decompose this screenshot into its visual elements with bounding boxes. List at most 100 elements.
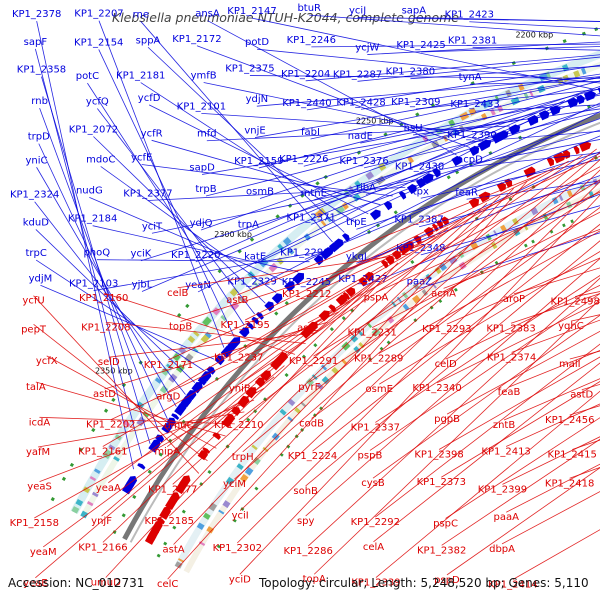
tick-dash — [438, 299, 443, 304]
leader-line — [441, 438, 600, 546]
gene-label: mipA — [154, 447, 180, 458]
leader-line — [311, 206, 600, 419]
gene-label: phoQ — [83, 248, 110, 259]
leader-line — [96, 259, 310, 263]
leader-line — [178, 218, 462, 421]
map-title: Klebsiella pneumoniae NTUH-K2044, comple… — [112, 10, 459, 25]
gene-label: KP1_2207 — [74, 9, 123, 20]
leader-line — [436, 301, 600, 384]
gene-label: pgpB — [434, 414, 460, 425]
feature-block — [225, 476, 235, 486]
feature-block — [222, 500, 231, 509]
forward-gene-arrow — [214, 355, 225, 366]
gene-label: yeaS — [27, 482, 52, 493]
feature-block — [259, 258, 269, 268]
leader-line — [110, 311, 340, 421]
reverse-gene-arrow — [496, 182, 506, 192]
leader-line — [373, 362, 600, 543]
gene-label: KP1_2309 — [391, 97, 440, 108]
leader-line — [363, 111, 600, 169]
feature-block — [341, 202, 349, 210]
gene-label: yafM — [26, 447, 50, 458]
tick-dash — [185, 303, 190, 309]
tick-dash — [111, 397, 116, 403]
gene-label: topA — [303, 574, 326, 585]
forward-gene-arrow — [137, 463, 146, 470]
feature-block — [439, 262, 448, 272]
feature-block — [320, 220, 327, 227]
leader-line — [413, 108, 600, 136]
leader-line — [36, 167, 177, 407]
tick-dash — [319, 406, 324, 411]
reverse-gene-arrow — [468, 197, 479, 209]
leader-line — [313, 298, 600, 575]
leader-line — [443, 228, 600, 289]
gene-label: tynA — [459, 72, 482, 83]
gene-label: celC — [157, 579, 178, 590]
gene-label: selD — [98, 357, 120, 368]
gene-label: talA — [26, 382, 46, 393]
tick-dash — [254, 486, 259, 491]
leader-line — [147, 46, 345, 233]
reverse-gene-arrow — [413, 235, 422, 245]
feature-block — [412, 294, 421, 304]
leader-line — [419, 139, 600, 174]
leader-line — [173, 188, 515, 545]
forward-gene-arrow — [271, 293, 283, 304]
feature-block — [354, 180, 362, 188]
tick-dash — [274, 311, 279, 316]
leader-line — [375, 191, 600, 293]
forward-gene-arrow — [383, 200, 393, 211]
gene-label: KP1_2161 — [78, 447, 127, 458]
gene-label: KP1_2373 — [417, 477, 466, 488]
gene-label: feaB — [498, 387, 521, 398]
tick-dash — [379, 346, 384, 351]
feature-block — [320, 364, 328, 371]
gene-label: ycfD — [138, 93, 161, 104]
tick-dash — [61, 476, 67, 481]
feature-block — [71, 506, 80, 514]
reverse-gene-arrow — [227, 413, 236, 421]
leader-line — [238, 148, 597, 421]
feature-block — [159, 385, 169, 394]
leader-line — [362, 193, 600, 287]
band-track — [174, 176, 600, 569]
gene-label: yniC — [26, 155, 48, 166]
gene-label: yjbL — [132, 280, 153, 291]
feature-block — [239, 473, 249, 483]
leader-line — [39, 399, 255, 483]
forward-gene-arrow — [246, 322, 255, 330]
feature-block — [491, 241, 498, 250]
genome-backbone — [122, 112, 600, 541]
gene-label: KP1_2376 — [339, 156, 388, 167]
tick-dash — [50, 497, 55, 502]
gene-label: kduD — [23, 217, 49, 228]
gene-label: ynjF — [91, 516, 112, 527]
feature-block — [396, 296, 402, 303]
leader-line — [367, 41, 600, 55]
gene-label: argD — [156, 392, 180, 403]
leader-line — [202, 118, 524, 175]
gene-label: rne — [133, 9, 149, 20]
gene-label: KP1_2399 — [478, 484, 527, 495]
forward-gene-arrow — [264, 301, 275, 312]
feature-block — [566, 201, 573, 209]
tick-dash — [570, 219, 574, 224]
tick-dash — [375, 223, 380, 228]
gene-label: KP1_2375 — [225, 64, 274, 75]
feature-block — [262, 446, 269, 453]
leader-line — [239, 154, 583, 385]
leader-line — [415, 88, 600, 110]
gene-label: yeaE — [23, 578, 48, 589]
leader-line — [306, 64, 600, 111]
feature-block — [407, 156, 415, 164]
gene-label: sapF — [24, 37, 48, 48]
tick-dash — [383, 132, 388, 137]
feature-block — [91, 491, 99, 498]
leader-line — [35, 381, 226, 437]
feature-block — [236, 463, 244, 471]
leader-line — [89, 196, 288, 283]
leader-line — [575, 291, 600, 297]
gene-label: KP1_2418 — [545, 478, 594, 489]
